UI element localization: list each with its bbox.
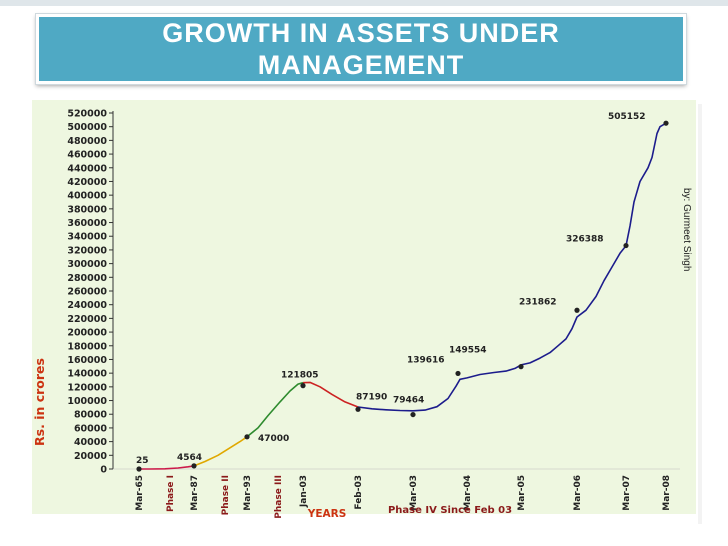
y-tick-label: 440000: [67, 163, 107, 174]
data-label: 231862: [519, 297, 557, 307]
series-line-phase-3: [246, 381, 304, 438]
x-tick-label: Mar-87: [190, 475, 200, 511]
data-label: 4564: [177, 453, 202, 463]
data-point: [663, 120, 669, 126]
phase-label: Phase III: [274, 475, 284, 519]
y-tick-label: 420000: [67, 177, 107, 188]
y-tick-label: 20000: [74, 451, 107, 462]
data-label: 25: [136, 456, 149, 466]
data-label: 505152: [608, 112, 646, 122]
x-tick-label: Mar-65: [135, 475, 145, 511]
series-line-phase-1: [139, 465, 195, 470]
y-tick-label: 300000: [67, 259, 107, 270]
data-point: [355, 406, 361, 412]
y-tick-label: 320000: [67, 245, 107, 256]
data-point: [300, 383, 306, 389]
y-tick-label: 460000: [67, 150, 107, 161]
data-point: [574, 307, 580, 313]
phase-label: Phase II: [221, 475, 231, 515]
data-label: 149554: [449, 346, 487, 356]
y-axis-title: Rs. in crores: [32, 358, 47, 446]
title-band: GROWTH IN ASSETS UNDER MANAGEMENT: [35, 13, 687, 85]
y-tick-label: 400000: [67, 191, 107, 202]
x-tick-label: Feb-03: [354, 475, 364, 510]
y-tick-label: 0: [100, 465, 107, 476]
y-tick-label: 160000: [67, 355, 107, 366]
x-axis-title: YEARS: [307, 508, 347, 520]
y-tick-label: 80000: [74, 410, 107, 421]
x-tick-label: Mar-05: [517, 475, 527, 511]
x-tick-label: Jan-03: [299, 475, 309, 508]
data-point: [244, 434, 250, 440]
x-tick-label: Mar-06: [573, 475, 583, 511]
phase-label: Phase IV Since Feb 03: [388, 505, 512, 516]
x-tick-label: Mar-04: [463, 475, 473, 511]
slide-title: GROWTH IN ASSETS UNDER MANAGEMENT: [162, 18, 560, 80]
x-tick-label: Mar-08: [662, 475, 672, 511]
chart-panel: [32, 100, 696, 514]
data-label: 87190: [356, 392, 387, 402]
data-label: 326388: [566, 235, 604, 245]
y-tick-label: 360000: [67, 218, 107, 229]
y-tick-label: 340000: [67, 232, 107, 243]
data-label: 139616: [407, 355, 445, 365]
y-tick-label: 380000: [67, 204, 107, 215]
top-rule: [0, 0, 728, 6]
series-line-phase-4: [357, 122, 667, 412]
data-label: 47000: [258, 434, 289, 444]
panel-edge: [698, 104, 702, 524]
y-tick-label: 60000: [74, 423, 107, 434]
data-label: 79464: [393, 396, 424, 406]
y-tick-label: 100000: [67, 396, 107, 407]
data-point: [136, 466, 142, 472]
y-tick-label: 180000: [67, 341, 107, 352]
data-point: [518, 364, 524, 370]
y-tick-label: 260000: [67, 287, 107, 298]
y-tick-label: 280000: [67, 273, 107, 284]
phase-label: Phase I: [166, 475, 176, 512]
y-tick-label: 240000: [67, 300, 107, 311]
y-tick-label: 200000: [67, 328, 107, 339]
data-point: [623, 242, 629, 249]
y-tick-label: 520000: [67, 109, 107, 120]
y-tick-label: 480000: [67, 136, 107, 147]
y-tick-label: 40000: [74, 437, 107, 448]
series-line-phase-2: [193, 436, 248, 467]
x-tick-label: Mar-07: [622, 475, 632, 511]
author-credit: by: Gurmeet Singh: [681, 188, 692, 272]
series-line-phase-3-decline: [302, 381, 359, 408]
y-tick-label: 220000: [67, 314, 107, 325]
y-tick-label: 500000: [67, 122, 107, 133]
data-point: [410, 411, 416, 418]
data-point: [455, 370, 461, 377]
data-point: [191, 463, 197, 469]
data-label: 121805: [281, 371, 319, 381]
y-tick-label: 120000: [67, 382, 107, 393]
y-tick-label: 140000: [67, 369, 107, 380]
x-tick-label: Mar-93: [243, 475, 253, 511]
x-tick-label: Mar-03: [409, 475, 419, 511]
